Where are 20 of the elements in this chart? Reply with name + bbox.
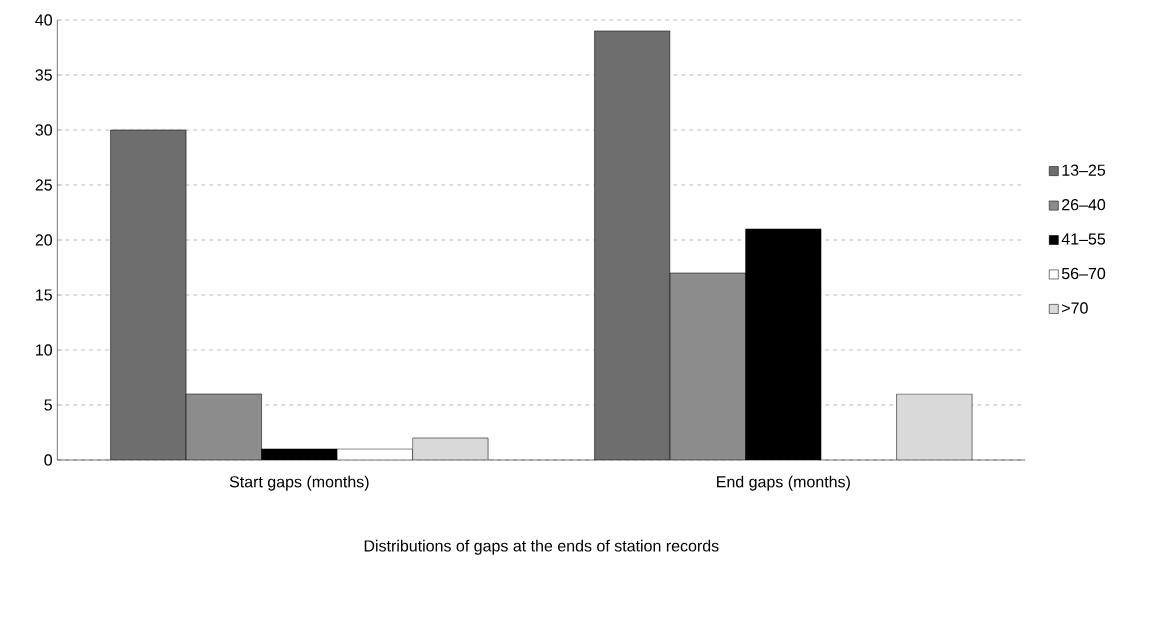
y-tick-label: 30 bbox=[35, 124, 52, 136]
x-axis-title: Distributions of gaps at the ends of station records bbox=[364, 539, 719, 555]
legend-label: 41–55 bbox=[1061, 233, 1106, 245]
x-tick-label: End gaps (months) bbox=[717, 475, 850, 491]
legend-label: 13–25 bbox=[1062, 164, 1106, 176]
y-tick-label: 20 bbox=[35, 234, 52, 246]
y-tick-label: 40 bbox=[35, 14, 52, 26]
bar bbox=[669, 272, 746, 460]
legend-label: >70 bbox=[1062, 302, 1088, 314]
x-tick-label: Start gaps (months) bbox=[229, 475, 369, 491]
legend-label: 56–70 bbox=[1061, 267, 1106, 280]
y-tick-label: 0 bbox=[44, 454, 53, 466]
legend-label: 26–40 bbox=[1062, 199, 1106, 211]
bar bbox=[110, 130, 187, 460]
bar bbox=[594, 30, 671, 460]
y-tick-label: 10 bbox=[36, 344, 52, 356]
y-tick-label: 5 bbox=[44, 399, 52, 411]
y-tick-label: 35 bbox=[35, 69, 52, 81]
y-tick-label: 15 bbox=[36, 289, 52, 301]
y-tick-label: 25 bbox=[35, 179, 52, 191]
